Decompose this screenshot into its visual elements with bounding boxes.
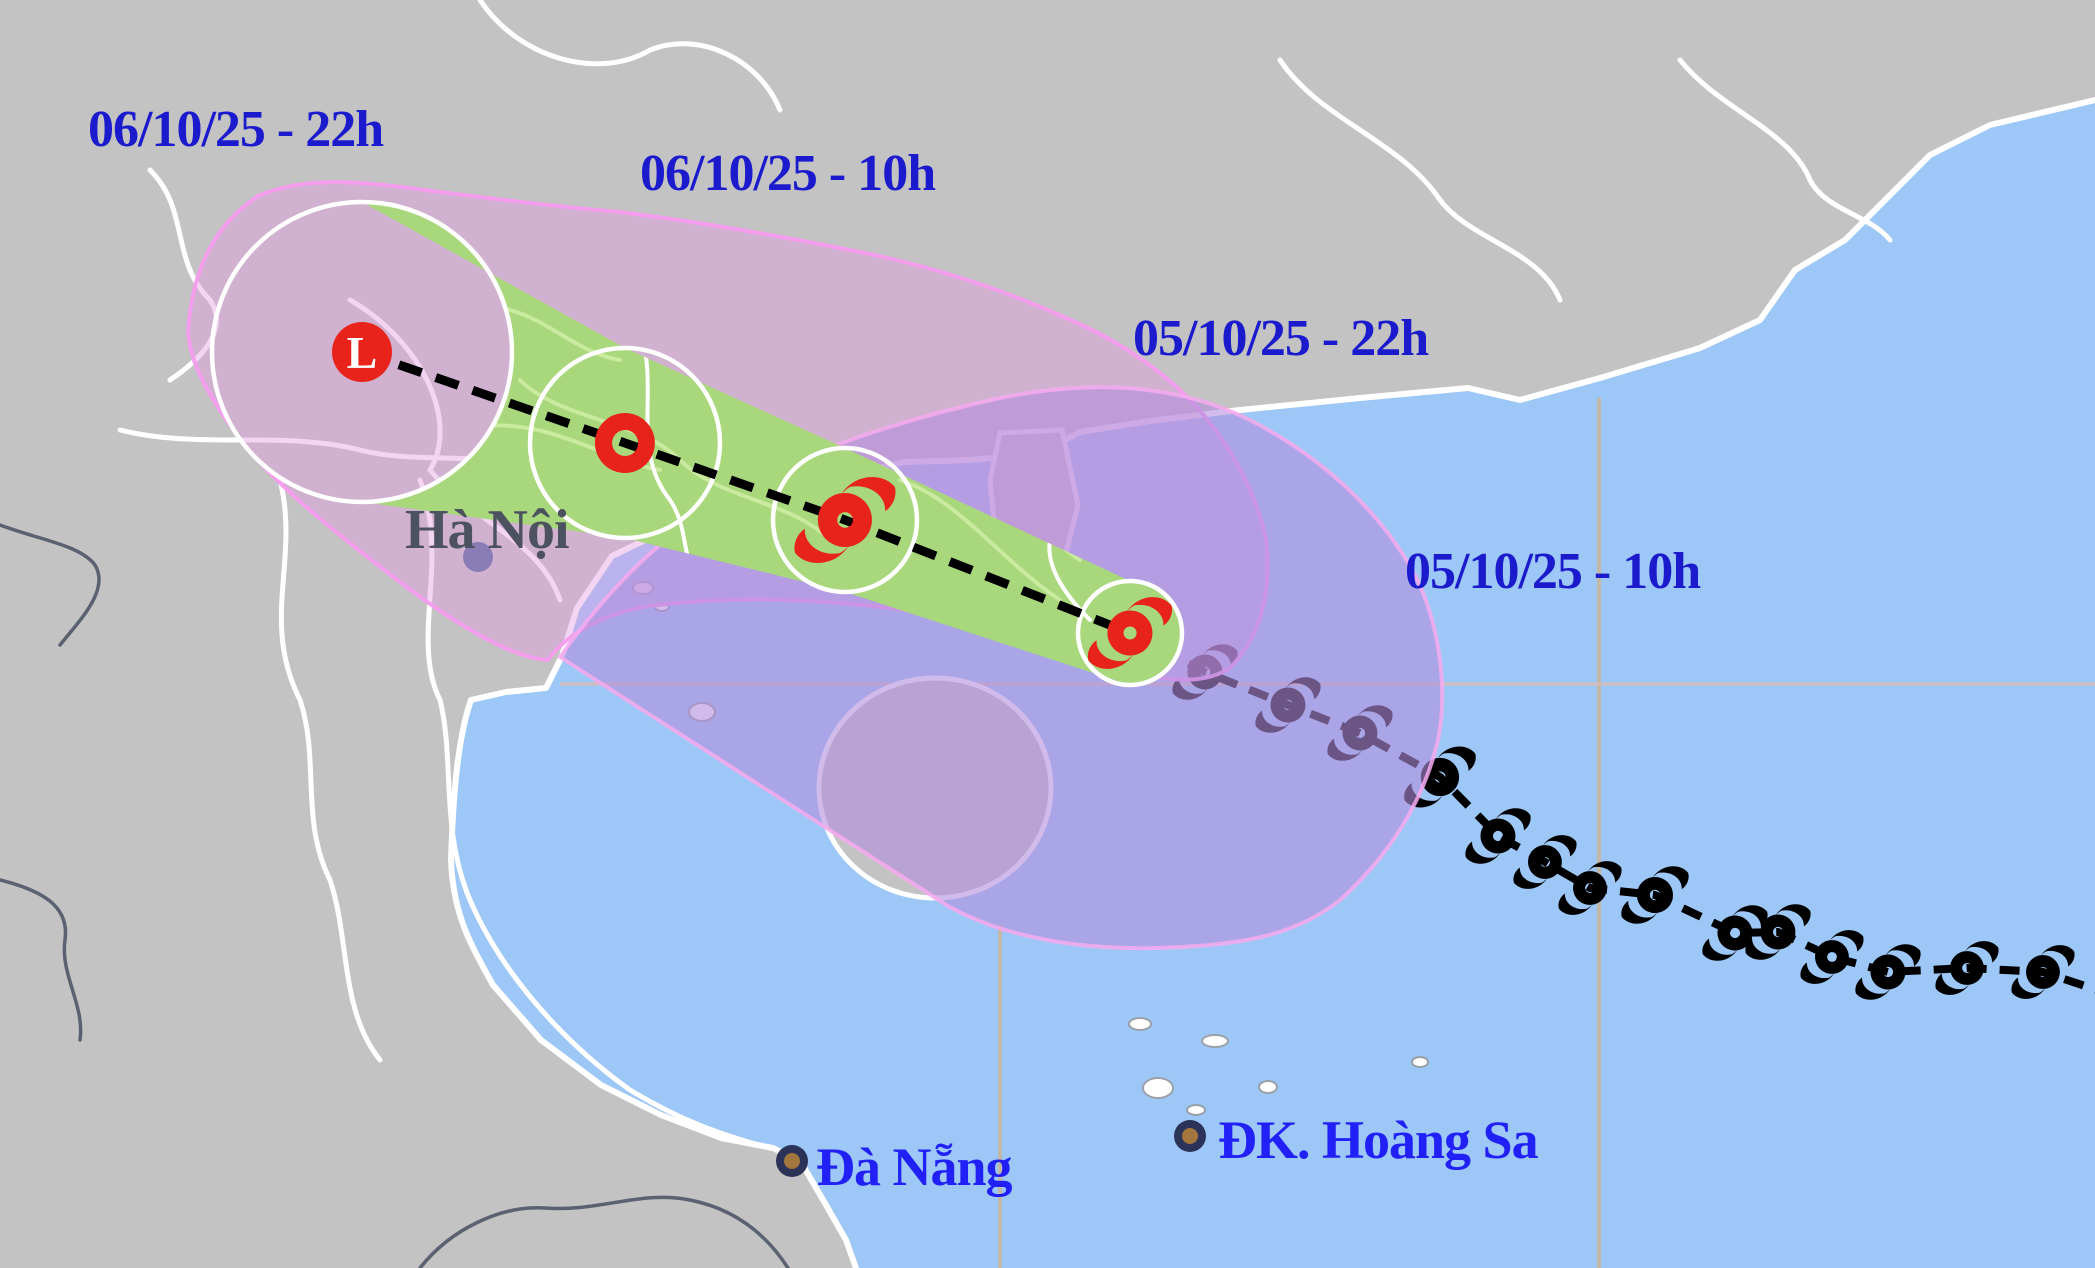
city-dot-hanoi xyxy=(463,542,493,572)
island xyxy=(1128,1017,1152,1031)
uncertainty-circle xyxy=(209,199,515,505)
uncertainty-circle xyxy=(527,345,723,541)
island xyxy=(1411,1056,1429,1068)
island xyxy=(1186,1104,1206,1116)
low-pressure-letter: L xyxy=(347,327,378,378)
island xyxy=(1258,1080,1278,1094)
uncertainty-circles xyxy=(209,199,1185,688)
uncertainty-circle xyxy=(770,445,920,595)
low-pressure-symbol xyxy=(332,322,392,382)
city-label: Hà Nội xyxy=(405,499,569,561)
uncertainty-circle xyxy=(1075,578,1185,688)
forecast-track: L xyxy=(332,322,1173,669)
forecast-time-label: 06/10/25 - 22h xyxy=(88,101,384,158)
map-labels: Hà Nội Đà Nẵng ĐK. Hoàng Sa 06/10/25 - 22h 0… xyxy=(88,101,1702,1197)
city-label: Đà Nẵng xyxy=(816,1137,1013,1197)
city-dot-center xyxy=(1182,1128,1198,1144)
city-label: ĐK. Hoàng Sa xyxy=(1218,1110,1539,1170)
forecast-time-label: 06/10/25 - 10h xyxy=(640,145,936,202)
forecast-time-label: 05/10/25 - 10h xyxy=(1405,543,1701,600)
city-markers xyxy=(463,542,1206,1177)
forecast-cone xyxy=(362,202,1182,685)
island xyxy=(1142,1077,1174,1099)
forecast-time-label: 05/10/25 - 22h xyxy=(1133,310,1429,367)
forecast-track-line xyxy=(360,347,1132,638)
city-dot-center xyxy=(784,1153,800,1169)
island xyxy=(1201,1034,1229,1048)
country-borders xyxy=(0,523,790,1268)
tropical-depression-symbol xyxy=(594,413,655,473)
